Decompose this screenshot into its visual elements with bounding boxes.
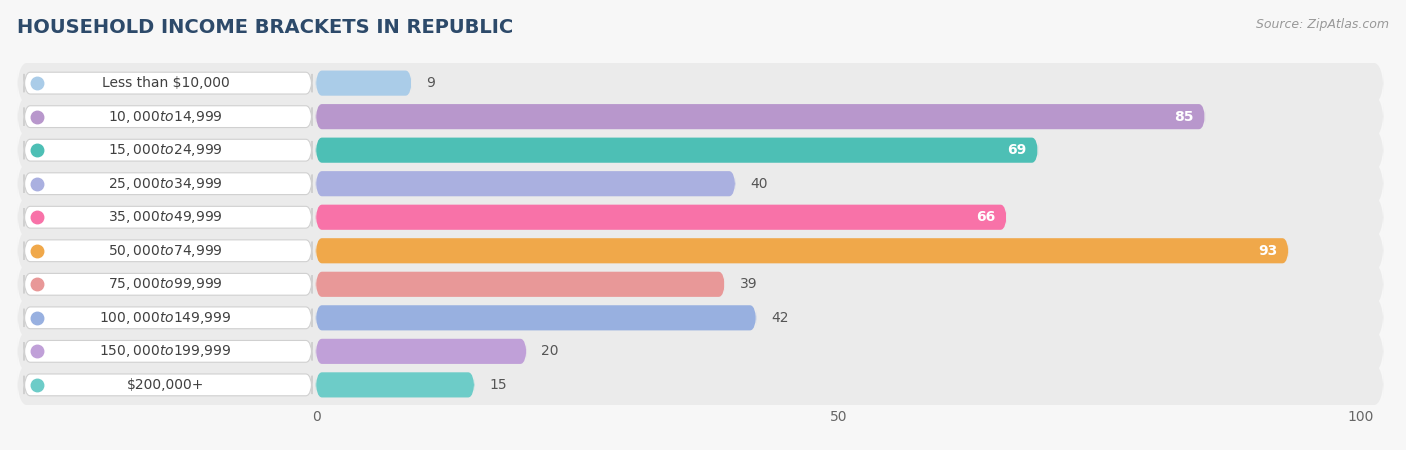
- FancyBboxPatch shape: [24, 207, 312, 228]
- FancyBboxPatch shape: [316, 272, 725, 297]
- FancyBboxPatch shape: [24, 72, 312, 94]
- FancyBboxPatch shape: [17, 163, 1384, 204]
- Text: 40: 40: [749, 177, 768, 191]
- FancyBboxPatch shape: [24, 140, 312, 161]
- Text: 66: 66: [976, 210, 995, 224]
- FancyBboxPatch shape: [316, 339, 527, 364]
- FancyBboxPatch shape: [316, 138, 1038, 163]
- FancyBboxPatch shape: [24, 374, 312, 396]
- FancyBboxPatch shape: [316, 205, 1007, 230]
- Text: 85: 85: [1174, 110, 1194, 124]
- Text: 39: 39: [740, 277, 758, 291]
- Text: $10,000 to $14,999: $10,000 to $14,999: [108, 108, 222, 125]
- Text: Less than $10,000: Less than $10,000: [101, 76, 229, 90]
- FancyBboxPatch shape: [17, 364, 1384, 405]
- FancyBboxPatch shape: [316, 238, 1289, 263]
- FancyBboxPatch shape: [17, 96, 1384, 137]
- FancyBboxPatch shape: [17, 264, 1384, 305]
- FancyBboxPatch shape: [17, 130, 1384, 171]
- Text: 9: 9: [426, 76, 436, 90]
- FancyBboxPatch shape: [316, 104, 1205, 129]
- Text: 20: 20: [541, 344, 558, 358]
- FancyBboxPatch shape: [316, 372, 474, 397]
- FancyBboxPatch shape: [24, 274, 312, 295]
- Text: $25,000 to $34,999: $25,000 to $34,999: [108, 176, 222, 192]
- FancyBboxPatch shape: [24, 307, 312, 328]
- Text: Source: ZipAtlas.com: Source: ZipAtlas.com: [1256, 18, 1389, 31]
- FancyBboxPatch shape: [17, 197, 1384, 238]
- FancyBboxPatch shape: [24, 106, 312, 127]
- FancyBboxPatch shape: [17, 297, 1384, 338]
- FancyBboxPatch shape: [24, 341, 312, 362]
- FancyBboxPatch shape: [24, 173, 312, 194]
- Text: $75,000 to $99,999: $75,000 to $99,999: [108, 276, 222, 292]
- Text: 69: 69: [1007, 143, 1026, 157]
- Text: $100,000 to $149,999: $100,000 to $149,999: [100, 310, 232, 326]
- Text: $150,000 to $199,999: $150,000 to $199,999: [100, 343, 232, 360]
- FancyBboxPatch shape: [316, 305, 756, 330]
- Text: $200,000+: $200,000+: [127, 378, 204, 392]
- Text: 15: 15: [489, 378, 506, 392]
- FancyBboxPatch shape: [17, 230, 1384, 271]
- FancyBboxPatch shape: [316, 171, 735, 196]
- Text: 42: 42: [770, 311, 789, 325]
- FancyBboxPatch shape: [316, 71, 412, 96]
- FancyBboxPatch shape: [24, 240, 312, 261]
- FancyBboxPatch shape: [17, 331, 1384, 372]
- Text: HOUSEHOLD INCOME BRACKETS IN REPUBLIC: HOUSEHOLD INCOME BRACKETS IN REPUBLIC: [17, 18, 513, 37]
- Text: 93: 93: [1258, 244, 1277, 258]
- FancyBboxPatch shape: [17, 63, 1384, 104]
- Text: $15,000 to $24,999: $15,000 to $24,999: [108, 142, 222, 158]
- Text: $50,000 to $74,999: $50,000 to $74,999: [108, 243, 222, 259]
- Text: $35,000 to $49,999: $35,000 to $49,999: [108, 209, 222, 225]
